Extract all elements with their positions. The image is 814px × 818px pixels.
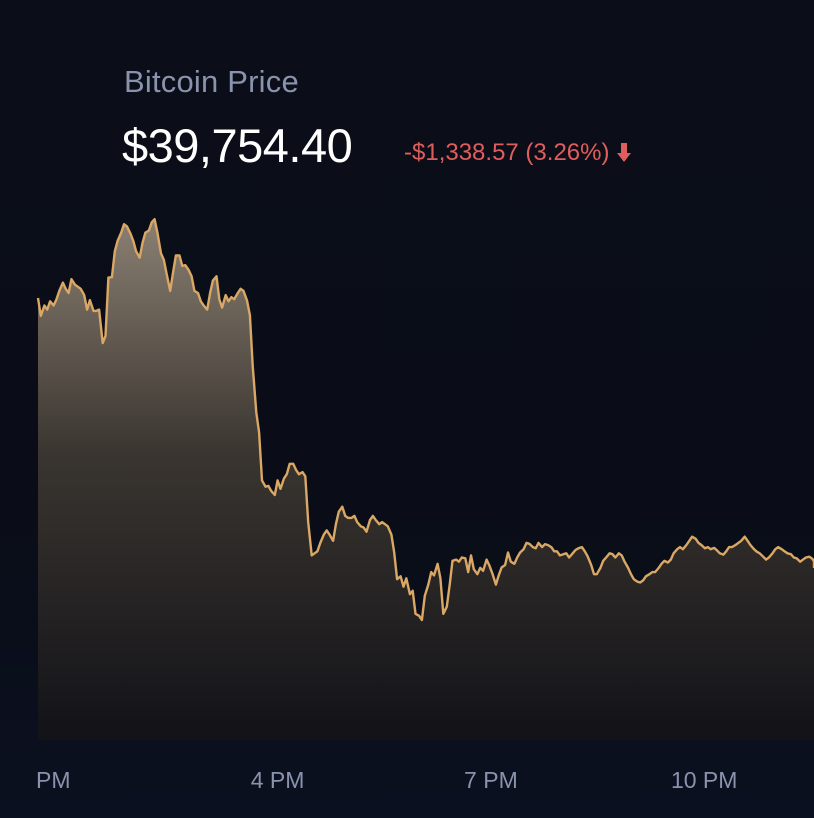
current-price: $39,754.40	[122, 119, 353, 172]
price-change-text: -$1,338.57 (3.26%)	[404, 139, 610, 166]
x-tick-label: 7 PM	[464, 767, 518, 793]
x-tick-label: PM	[36, 767, 71, 793]
arrow-down-icon	[617, 142, 632, 164]
chart-title: Bitcoin Price	[124, 64, 299, 99]
price-change: -$1,338.57 (3.26%)	[404, 139, 632, 167]
price-area	[38, 219, 814, 740]
price-line	[36, 218, 814, 622]
x-tick-label: 10 PM	[671, 767, 737, 793]
x-axis-ticks: PM 4 PM 7 PM 10 PM	[36, 767, 737, 793]
x-tick-label: 4 PM	[251, 767, 305, 793]
